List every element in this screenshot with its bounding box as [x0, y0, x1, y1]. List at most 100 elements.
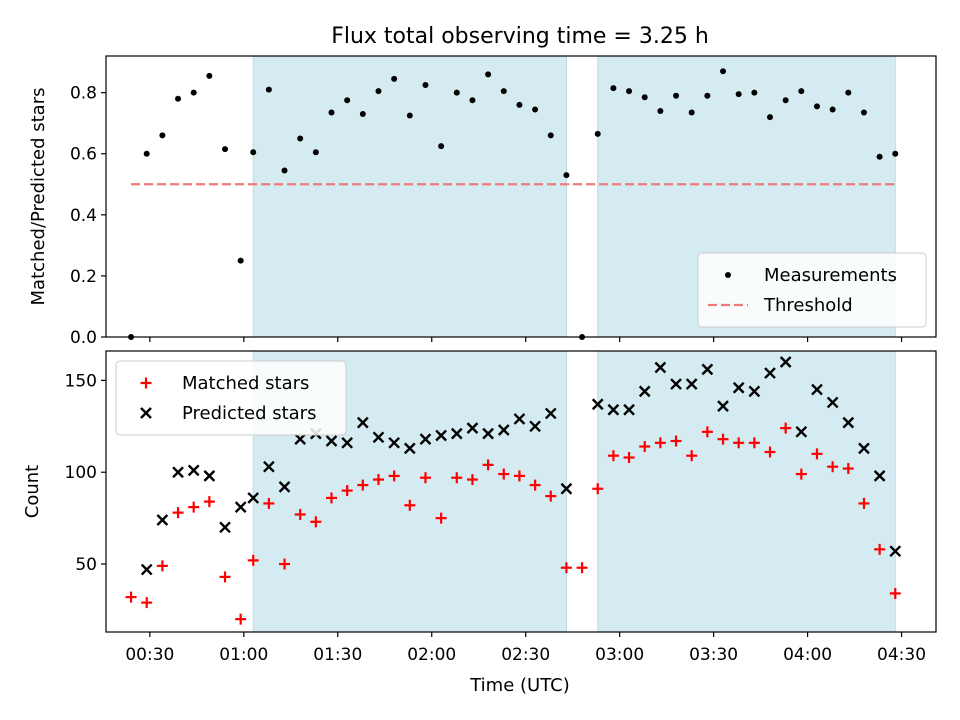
data-point	[795, 468, 807, 480]
data-point	[497, 424, 510, 436]
data-point	[172, 466, 184, 479]
data-point	[873, 470, 886, 482]
marker-stroke	[560, 482, 573, 495]
marker-stroke	[701, 363, 714, 376]
data-point	[516, 101, 523, 108]
data-point	[159, 132, 166, 139]
data-point	[686, 450, 698, 462]
data-point	[874, 543, 886, 555]
data-point	[751, 89, 758, 96]
data-point	[657, 107, 664, 114]
data-point	[607, 403, 620, 416]
data-point	[388, 470, 400, 482]
data-point	[782, 97, 789, 104]
data-point	[858, 497, 870, 509]
data-point	[391, 75, 398, 82]
data-point	[265, 86, 272, 93]
marker-stroke	[497, 424, 510, 436]
data-point	[563, 172, 570, 179]
marker-stroke	[607, 403, 620, 416]
data-point	[372, 431, 385, 444]
x-tick-label: 02:30	[501, 645, 550, 665]
data-point	[294, 508, 306, 520]
marker-stroke	[156, 514, 169, 526]
marker-stroke	[356, 416, 369, 429]
data-point	[190, 89, 197, 96]
data-point	[780, 422, 792, 434]
marker-stroke	[247, 492, 260, 504]
data-point	[485, 71, 492, 78]
data-point	[811, 383, 823, 396]
x-tick-label: 00:30	[125, 645, 174, 665]
legend-label: Threshold	[763, 295, 853, 316]
marker-stroke	[403, 442, 416, 455]
marker-stroke	[591, 398, 604, 411]
shaded-interval	[597, 350, 896, 633]
data-point	[466, 474, 478, 486]
data-point	[203, 496, 215, 508]
marker-stroke	[873, 470, 886, 482]
data-point	[141, 597, 153, 609]
data-point	[748, 385, 761, 398]
data-point	[328, 109, 335, 116]
legend-marker	[140, 377, 152, 389]
data-point	[732, 381, 745, 394]
marker-stroke	[623, 403, 635, 416]
data-point	[858, 442, 870, 455]
marker-stroke	[140, 563, 153, 576]
data-point	[247, 492, 260, 504]
data-point	[294, 433, 307, 446]
marker-stroke	[341, 436, 354, 449]
data-point	[234, 501, 247, 513]
data-point	[607, 450, 619, 462]
data-point	[372, 474, 384, 486]
data-point	[626, 88, 633, 95]
data-point	[451, 472, 463, 484]
marker-stroke	[685, 378, 698, 390]
data-point	[466, 422, 479, 434]
data-point	[172, 507, 184, 519]
marker-stroke	[764, 367, 776, 379]
data-point	[237, 257, 244, 264]
data-point	[845, 89, 852, 96]
data-point	[344, 97, 351, 104]
marker-stroke	[372, 431, 385, 444]
marker-stroke	[435, 429, 447, 442]
x-axis-label: Time (UTC)	[469, 675, 570, 696]
data-point	[811, 448, 823, 460]
legend-marker	[725, 272, 731, 278]
marker-stroke	[811, 383, 823, 396]
data-point	[469, 97, 476, 104]
data-point	[325, 435, 338, 447]
marker-stroke	[263, 460, 275, 473]
ratio-panel: 0.0 0.2 0.4 0.6 0.8 Matched/Predicted stars Me…	[28, 55, 937, 348]
marker-stroke	[748, 385, 761, 398]
data-point	[513, 413, 526, 425]
data-point	[438, 143, 445, 150]
data-point	[591, 398, 604, 411]
shaded-interval	[252, 55, 567, 338]
data-point	[219, 521, 231, 534]
data-point	[406, 112, 413, 119]
x-tick-label: 03:00	[595, 645, 644, 665]
marker-stroke	[638, 385, 651, 398]
data-point	[638, 385, 651, 398]
series-measurements	[128, 68, 899, 340]
data-point	[247, 554, 259, 566]
x-tick-label: 02:00	[407, 645, 456, 665]
data-point	[560, 562, 572, 574]
data-point	[435, 512, 447, 524]
data-point	[513, 470, 525, 482]
y-tick-label: 150	[65, 371, 97, 391]
marker-stroke	[325, 435, 338, 447]
legend: Measurements Threshold	[697, 252, 927, 328]
data-point	[341, 485, 353, 497]
data-point	[717, 400, 729, 412]
data-point	[545, 490, 557, 502]
marker-stroke	[779, 356, 792, 368]
marker-stroke	[654, 361, 667, 374]
data-point	[263, 497, 275, 509]
marker-stroke	[294, 433, 307, 446]
marker-stroke	[858, 442, 870, 455]
y-tick-label: 0.0	[70, 328, 97, 348]
